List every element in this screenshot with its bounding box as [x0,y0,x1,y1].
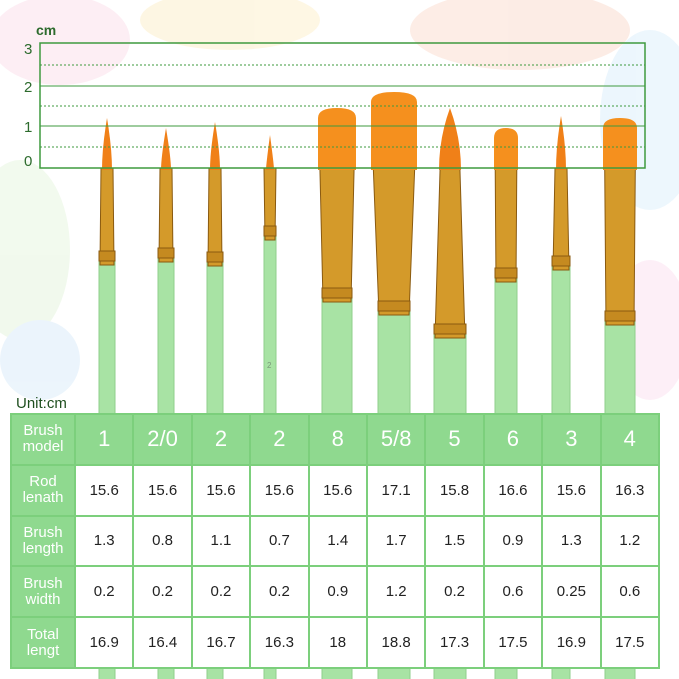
brush-bristles [603,118,637,170]
brush-ferrule [604,167,636,326]
table-cell: 17.3 [424,616,485,669]
brush-bristles [102,118,112,170]
table-cell: 4 [599,413,661,466]
table-cell: 6 [482,413,544,466]
brush-ferrule [99,167,115,266]
table-cell: 16.7 [190,616,252,669]
table-cell: 16.3 [599,463,661,517]
table-row: Rod lenath 15.6 15.6 15.6 15.6 15.6 17.1 15.8 16… [10,463,661,517]
table-cell: 17.5 [482,616,544,669]
table-cell: 1.5 [424,514,485,568]
table-cell: 15.6 [190,463,252,517]
brush-bristles [318,108,356,170]
ruler-lines [40,64,645,148]
brush-ferrule [434,167,466,339]
spec-table: Brush model 1 2/0 2 2 8 5/8 5 6 3 4 Rod lenath 15.6 1… [10,413,661,669]
table-cell: 0.2 [132,565,193,619]
ruler-label: 0 [24,153,32,170]
row-label: Brush model [10,413,76,466]
table-cell: 16.9 [541,616,602,669]
brush-ferrule [552,167,570,271]
ferrule-ring [206,251,224,263]
table-cell: 0.9 [482,514,544,568]
brush-ferrule [207,167,223,267]
brush-bristles [556,116,566,170]
table-cell: 16.4 [132,616,193,669]
ruler-unit: cm [36,22,56,38]
table-cell: 2 [190,413,252,466]
table-cell: 1.4 [307,514,368,568]
ruler-label: 1 [24,119,32,136]
table-cell: 18.8 [365,616,427,669]
table-cell: 1.1 [190,514,252,568]
table-cell: 1.3 [73,514,135,568]
table-cell: 15.8 [424,463,485,517]
table-cell: 15.6 [541,463,602,517]
table-cell: 15.6 [73,463,135,517]
table-cell: 18 [307,616,368,669]
brush-ferrule [372,167,416,316]
row-label: Brush length [10,514,76,568]
table-cell: 17.1 [365,463,427,517]
brush-bristles [161,128,171,170]
row-label: Brush width [10,565,76,619]
table-cell: 0.6 [599,565,661,619]
table-cell: 0.2 [249,565,310,619]
table-cell: 1.2 [365,565,427,619]
ferrule-ring [604,310,636,322]
table-cell: 0.9 [307,565,368,619]
brush-bristles [266,135,274,170]
table-cell: 5/8 [365,413,427,466]
ruler-label: 2 [24,79,32,96]
table-cell: 16.6 [482,463,544,517]
brush-bristles [494,128,518,170]
table-row: Total lengt 16.9 16.4 16.7 16.3 18 18.8 17.3 17.… [10,616,661,669]
ferrule-ring [321,287,353,299]
table-row: Brush length 1.3 0.8 1.1 0.7 1.4 1.7 1.5 0.9 1.3 1… [10,514,661,568]
table-cell: 0.2 [190,565,252,619]
brush-bristles [210,122,220,170]
table-cell: 1.2 [599,514,661,568]
table-cell: 0.8 [132,514,193,568]
unit-label: Unit:cm [16,395,67,412]
table-cell: 16.3 [249,616,310,669]
table-cell: 0.25 [541,565,602,619]
ferrule-ring [551,255,571,267]
table-cell: 15.6 [249,463,310,517]
ferrule-ring [98,250,116,262]
table-cell: 5 [424,413,485,466]
table-row: Brush model 1 2/0 2 2 8 5/8 5 6 3 4 [10,413,661,466]
table-cell: 16.9 [73,616,135,669]
row-label: Rod lenath [10,463,76,517]
brush-bristles [439,108,461,170]
ferrule-ring [494,267,518,279]
table-cell: 3 [541,413,602,466]
table-cell: 2/0 [132,413,193,466]
ferrule-ring [377,300,411,312]
table-cell: 17.5 [599,616,661,669]
table-cell: 8 [307,413,368,466]
table-cell: 0.7 [249,514,310,568]
row-label: Total lengt [10,616,76,669]
table-row: Brush width 0.2 0.2 0.2 0.2 0.9 1.2 0.2 0.6 0.25 0… [10,565,661,619]
table-cell: 15.6 [307,463,368,517]
brush-ferrule [494,167,518,283]
ferrule-ring [263,225,277,237]
handle-mark: 2 [267,361,272,370]
brush-bristles [371,92,417,170]
ferrule-ring [157,247,175,259]
table-cell: 15.6 [132,463,193,517]
table-cell: 1.7 [365,514,427,568]
table-cell: 0.2 [73,565,135,619]
ferrule-ring [433,323,467,335]
brush-ferrule [319,167,355,303]
ruler-label: 3 [24,41,32,58]
table-cell: 0.6 [482,565,544,619]
table-cell: 1 [73,413,135,466]
table-cell: 0.2 [424,565,485,619]
table-cell: 1.3 [541,514,602,568]
table-cell: 2 [249,413,310,466]
